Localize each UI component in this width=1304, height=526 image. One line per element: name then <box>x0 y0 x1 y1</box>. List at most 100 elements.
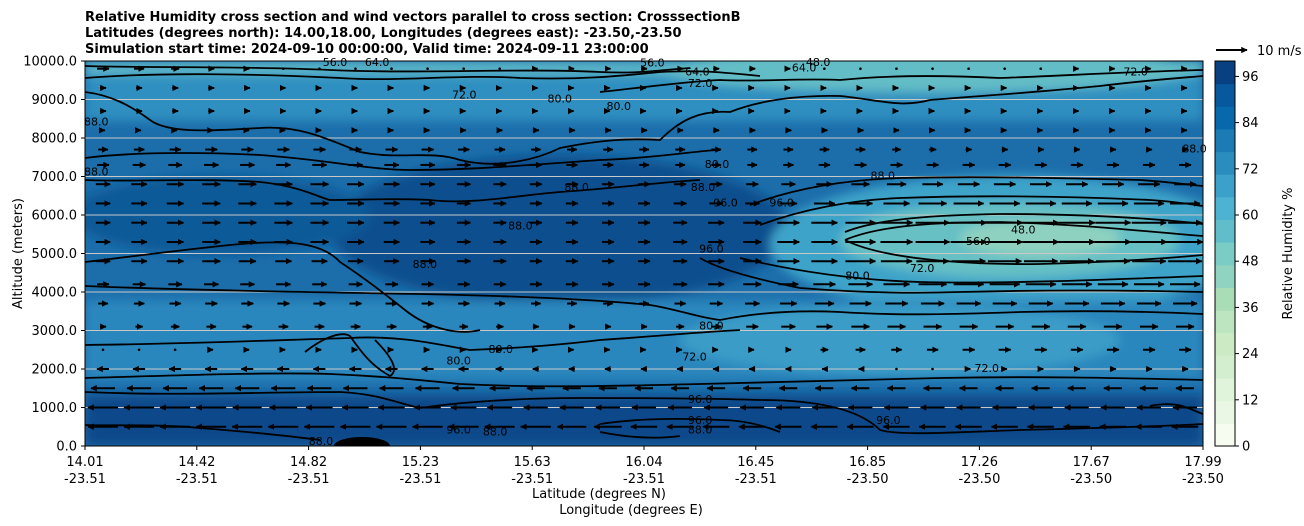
contour-label: 88.0 <box>84 166 109 179</box>
colorbar-segment <box>1215 61 1235 85</box>
wind-vector-calm <box>137 348 141 352</box>
colorbar-segment <box>1215 83 1235 107</box>
wind-reference-label: 10 m/s <box>1257 44 1302 59</box>
contour-label: 88.0 <box>691 181 716 194</box>
y-tick-label: 5000.0 <box>32 247 78 262</box>
colorbar-segment <box>1215 151 1235 175</box>
humidity-dry-top-right <box>660 61 1200 92</box>
contour-line <box>85 329 741 351</box>
contour-label: 88.0 <box>309 435 334 448</box>
contour-label: 64.0 <box>365 56 390 69</box>
x-tick-label-lat: 16.85 <box>849 455 886 470</box>
wind-vector-calm <box>318 67 321 70</box>
contour-label: 80.0 <box>446 354 471 367</box>
wind-vector-calm <box>895 67 898 70</box>
colorbar-segment <box>1215 310 1235 334</box>
humidity-dry-pocket <box>680 305 1120 375</box>
colorbar-segment <box>1215 128 1235 153</box>
wind-vector-calm <box>967 67 970 70</box>
colorbar-tick-label: 0 <box>1242 440 1250 455</box>
x-tick-label-lon: -23.50 <box>847 472 889 487</box>
x-axis-ticks: 14.01 -23.51 14.42 -23.51 14.82 -23.51 15.23 -2… <box>64 446 1224 487</box>
colorbar-tick-label: 12 <box>1242 393 1259 408</box>
x-tick-label-lat: 17.26 <box>961 455 998 470</box>
humidity-moist-core-mid <box>330 155 790 305</box>
contour-label: 56.0 <box>966 235 991 248</box>
contour-label: 80.0 <box>547 93 572 106</box>
contour-line <box>304 333 395 378</box>
contour-label: 88.0 <box>688 424 713 437</box>
contour-label: 72.0 <box>910 262 935 275</box>
contour-line <box>85 149 721 171</box>
contour-line <box>85 75 1203 165</box>
contour-label: 88.0 <box>871 170 896 183</box>
wind-vector-calm <box>173 348 177 352</box>
contour-label: 88.0 <box>413 258 438 271</box>
contour-line <box>85 179 701 203</box>
x-axis-label-longitude: Longitude (degrees E) <box>559 503 703 518</box>
colorbar-frame <box>1214 60 1236 447</box>
x-tick-label-lat: 14.82 <box>290 455 327 470</box>
colorbar-tick-label: 48 <box>1242 255 1259 270</box>
wind-vectors <box>87 65 1203 430</box>
x-tick-label-lat: 14.42 <box>178 455 215 470</box>
colorbar-segment <box>1215 400 1235 424</box>
chart-title-line-2: Latitudes (degrees north): 14.00,18.00, … <box>85 26 682 41</box>
x-tick-label-lon: -23.51 <box>176 472 218 487</box>
contour-label: 72.0 <box>682 350 707 363</box>
contour-line <box>699 257 1203 294</box>
wind-vector-calm <box>498 67 502 70</box>
contour-label: 80.0 <box>699 320 724 333</box>
wind-vector-calm <box>931 367 934 371</box>
wind-vector-calm <box>1039 67 1043 70</box>
y-tick-label: 6000.0 <box>32 209 78 224</box>
colorbar-tick-label: 24 <box>1242 347 1259 362</box>
wind-vector-calm <box>859 67 862 70</box>
x-tick-label-lat: 15.23 <box>402 455 439 470</box>
contour-label: 48.0 <box>806 56 831 69</box>
y-tick-label: 9000.0 <box>32 93 78 108</box>
contour-line <box>85 65 691 74</box>
contour-label: 72.0 <box>1123 66 1148 79</box>
contour-label: 72.0 <box>688 77 713 90</box>
contour-label: 56.0 <box>640 57 665 70</box>
contour-label: 64.0 <box>685 66 710 79</box>
contour-label: 72.0 <box>452 89 477 102</box>
colorbar-tick-label: 96 <box>1242 70 1259 85</box>
contour-label: 72.0 <box>974 362 999 375</box>
contour-label: 80.0 <box>705 158 730 171</box>
colorbar-segment <box>1215 174 1235 198</box>
wind-vector-calm <box>931 67 934 70</box>
contour-label: 80.0 <box>606 100 631 113</box>
contour-label: 56.0 <box>323 56 348 69</box>
x-tick-label-lat: 14.01 <box>66 455 103 470</box>
wind-vector-calm <box>101 348 105 352</box>
contour-label: 80.0 <box>845 270 870 283</box>
y-tick-label: 7000.0 <box>32 170 78 185</box>
humidity-dry-layer-core <box>960 220 1120 256</box>
x-tick-label-lat: 16.04 <box>625 455 662 470</box>
y-tick-label: 3000.0 <box>32 324 78 339</box>
contour-line <box>759 195 1203 226</box>
wind-vector-calm <box>390 67 393 70</box>
colorbar-label: Relative Humidity % <box>1281 188 1296 320</box>
x-tick-label-lon: -23.51 <box>623 472 665 487</box>
contour-label: 88.0 <box>564 181 589 194</box>
colorbar-segment <box>1215 287 1235 311</box>
y-tick-label: 0.0 <box>56 440 77 455</box>
contour-line <box>85 285 1203 321</box>
contour-label: 88.0 <box>508 220 533 233</box>
y-tick-label: 1000.0 <box>32 401 78 416</box>
contour-label: 96.0 <box>713 196 738 209</box>
y-tick-label: 8000.0 <box>32 132 78 147</box>
wind-vector-calm <box>823 67 826 70</box>
contour-labels: 56.0 64.0 56.064.072.064.048.072.072.0 80.0… <box>84 56 1207 448</box>
contour-label: 88.0 <box>1182 143 1207 156</box>
contour-line <box>85 372 1203 388</box>
colorbar-segment <box>1215 106 1235 130</box>
contour-label: 96.0 <box>446 424 471 437</box>
colorbar-segment <box>1215 196 1235 221</box>
colorbar-segment <box>1215 242 1235 266</box>
